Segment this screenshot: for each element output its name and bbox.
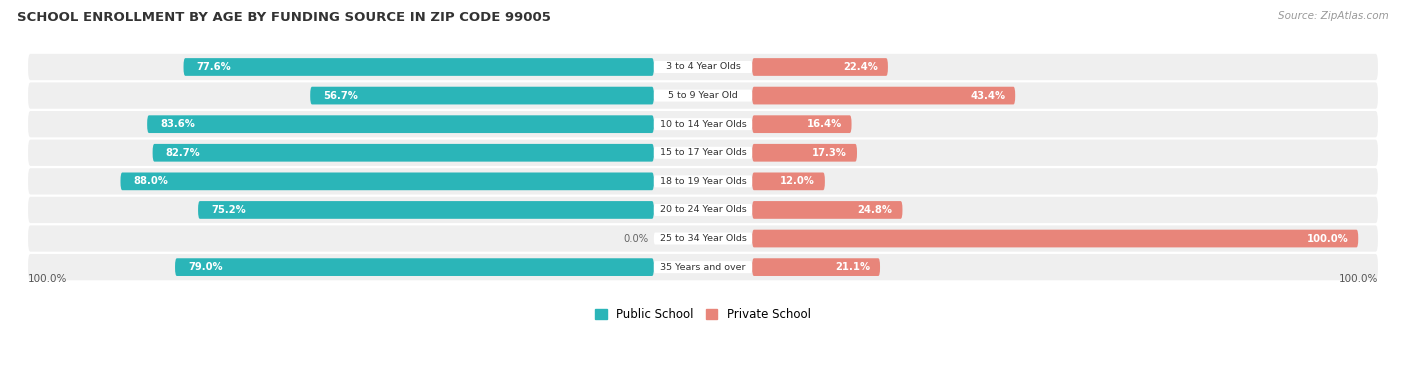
FancyBboxPatch shape xyxy=(153,144,654,162)
FancyBboxPatch shape xyxy=(752,258,880,276)
FancyBboxPatch shape xyxy=(654,261,752,273)
Text: 5 to 9 Year Old: 5 to 9 Year Old xyxy=(668,91,738,100)
Text: 100.0%: 100.0% xyxy=(1339,274,1378,284)
Text: 22.4%: 22.4% xyxy=(844,62,879,72)
FancyBboxPatch shape xyxy=(752,201,903,219)
Text: 35 Years and over: 35 Years and over xyxy=(661,263,745,271)
Text: 88.0%: 88.0% xyxy=(134,176,169,186)
Text: 100.0%: 100.0% xyxy=(1306,233,1348,244)
Text: 43.4%: 43.4% xyxy=(970,90,1005,101)
FancyBboxPatch shape xyxy=(654,175,752,187)
Text: 12.0%: 12.0% xyxy=(780,176,815,186)
FancyBboxPatch shape xyxy=(654,61,752,73)
Text: 10 to 14 Year Olds: 10 to 14 Year Olds xyxy=(659,120,747,129)
FancyBboxPatch shape xyxy=(28,197,1378,223)
FancyBboxPatch shape xyxy=(28,254,1378,280)
FancyBboxPatch shape xyxy=(654,233,752,245)
Text: 20 to 24 Year Olds: 20 to 24 Year Olds xyxy=(659,205,747,215)
Text: 15 to 17 Year Olds: 15 to 17 Year Olds xyxy=(659,148,747,157)
Text: 79.0%: 79.0% xyxy=(188,262,222,272)
Text: 75.2%: 75.2% xyxy=(211,205,246,215)
FancyBboxPatch shape xyxy=(752,230,1358,247)
FancyBboxPatch shape xyxy=(311,87,654,104)
Text: Source: ZipAtlas.com: Source: ZipAtlas.com xyxy=(1278,11,1389,21)
Text: 16.4%: 16.4% xyxy=(807,119,842,129)
Text: 77.6%: 77.6% xyxy=(197,62,232,72)
Text: 56.7%: 56.7% xyxy=(323,90,359,101)
FancyBboxPatch shape xyxy=(654,118,752,130)
FancyBboxPatch shape xyxy=(148,115,654,133)
FancyBboxPatch shape xyxy=(28,111,1378,137)
Text: 18 to 19 Year Olds: 18 to 19 Year Olds xyxy=(659,177,747,186)
FancyBboxPatch shape xyxy=(654,90,752,101)
FancyBboxPatch shape xyxy=(752,115,852,133)
Text: 25 to 34 Year Olds: 25 to 34 Year Olds xyxy=(659,234,747,243)
FancyBboxPatch shape xyxy=(752,87,1015,104)
Text: 21.1%: 21.1% xyxy=(835,262,870,272)
FancyBboxPatch shape xyxy=(174,258,654,276)
FancyBboxPatch shape xyxy=(198,201,654,219)
Text: 100.0%: 100.0% xyxy=(28,274,67,284)
Text: 3 to 4 Year Olds: 3 to 4 Year Olds xyxy=(665,63,741,72)
Text: 82.7%: 82.7% xyxy=(166,148,201,158)
FancyBboxPatch shape xyxy=(654,204,752,216)
FancyBboxPatch shape xyxy=(28,168,1378,195)
FancyBboxPatch shape xyxy=(752,173,825,190)
FancyBboxPatch shape xyxy=(752,58,889,76)
FancyBboxPatch shape xyxy=(121,173,654,190)
Text: 83.6%: 83.6% xyxy=(160,119,195,129)
Text: 24.8%: 24.8% xyxy=(858,205,893,215)
FancyBboxPatch shape xyxy=(28,139,1378,166)
FancyBboxPatch shape xyxy=(654,147,752,159)
FancyBboxPatch shape xyxy=(184,58,654,76)
Text: 0.0%: 0.0% xyxy=(623,233,648,244)
Legend: Public School, Private School: Public School, Private School xyxy=(591,303,815,326)
FancyBboxPatch shape xyxy=(752,144,858,162)
Text: SCHOOL ENROLLMENT BY AGE BY FUNDING SOURCE IN ZIP CODE 99005: SCHOOL ENROLLMENT BY AGE BY FUNDING SOUR… xyxy=(17,11,551,24)
FancyBboxPatch shape xyxy=(28,225,1378,252)
Text: 17.3%: 17.3% xyxy=(813,148,848,158)
FancyBboxPatch shape xyxy=(28,83,1378,109)
FancyBboxPatch shape xyxy=(28,54,1378,80)
